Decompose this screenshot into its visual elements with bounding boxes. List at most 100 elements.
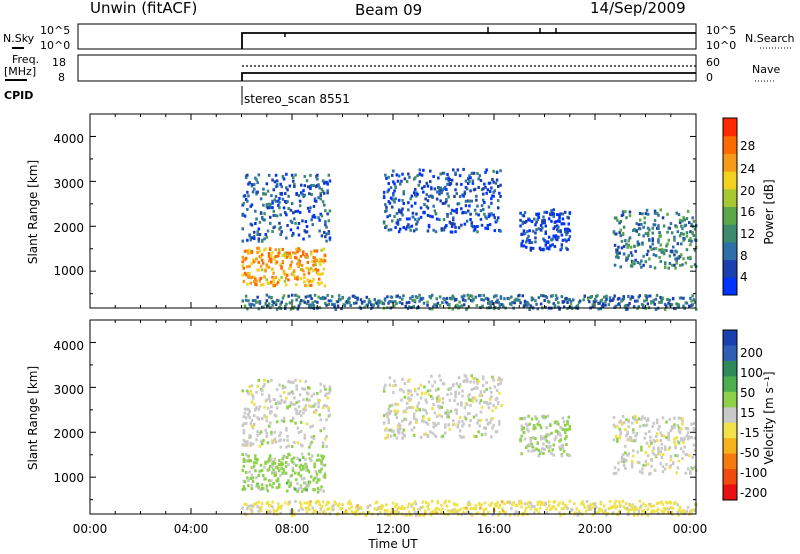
echo-cell xyxy=(429,296,433,300)
colorbar-cell xyxy=(723,259,737,278)
echo-cell xyxy=(539,435,543,439)
echo-cell xyxy=(311,259,314,263)
echo-cell xyxy=(513,301,516,305)
echo-cell xyxy=(523,416,527,420)
echo-cell xyxy=(690,435,693,439)
colorbar-cell xyxy=(723,376,737,393)
echo-cell xyxy=(500,507,504,511)
echo-cell xyxy=(409,420,412,424)
echo-cell xyxy=(295,384,298,388)
echo-cell xyxy=(518,502,521,506)
echo-cell xyxy=(659,208,662,212)
echo-cell xyxy=(482,198,485,202)
echo-cell xyxy=(690,299,693,303)
echo-cell xyxy=(300,420,303,424)
echo-cell xyxy=(503,502,506,506)
echo-cell xyxy=(333,305,336,308)
echo-cell xyxy=(460,223,463,227)
echo-cell xyxy=(279,431,282,435)
echo-cell xyxy=(256,483,259,487)
echo-cell xyxy=(257,407,261,411)
echo-cell xyxy=(326,212,329,216)
echo-cell xyxy=(309,500,312,504)
echo-cell xyxy=(657,427,660,431)
echo-cell xyxy=(412,304,415,308)
echo-cell xyxy=(250,302,254,306)
echo-cell xyxy=(652,446,656,450)
echo-cell xyxy=(542,248,545,252)
echo-cell xyxy=(675,250,678,254)
echo-cell xyxy=(295,401,298,405)
echo-cell xyxy=(653,219,657,222)
echo-cell xyxy=(622,421,626,425)
echo-cell xyxy=(241,424,244,428)
echo-cell xyxy=(476,172,479,175)
echo-cell xyxy=(463,191,467,195)
echo-cell xyxy=(465,307,468,311)
echo-cell xyxy=(692,421,696,425)
echo-cell xyxy=(301,219,304,223)
echo-cell xyxy=(453,209,456,213)
echo-cell xyxy=(558,511,561,515)
echo-cell xyxy=(468,204,471,208)
echo-cell xyxy=(566,428,569,432)
echo-cell xyxy=(275,260,279,264)
echo-cell xyxy=(279,511,282,515)
echo-cell xyxy=(529,501,533,505)
echo-cell xyxy=(298,465,302,469)
echo-cell xyxy=(373,507,376,511)
echo-cell xyxy=(664,266,667,269)
echo-cell xyxy=(445,198,448,202)
echo-cell xyxy=(592,505,596,509)
echo-cell xyxy=(634,249,637,253)
echo-cell xyxy=(461,394,464,398)
echo-cell xyxy=(657,446,660,450)
echo-cell xyxy=(694,307,698,311)
echo-cell xyxy=(451,294,454,298)
echo-cell xyxy=(325,418,328,422)
echo-cell xyxy=(646,454,650,458)
echo-cell xyxy=(673,437,676,441)
echo-cell xyxy=(288,301,292,305)
echo-cell xyxy=(312,269,315,273)
echo-cell xyxy=(427,393,431,397)
echo-cell xyxy=(384,436,387,440)
echo-cell xyxy=(260,469,264,472)
echo-cell xyxy=(535,220,538,224)
echo-cell xyxy=(464,211,468,215)
echo-cell xyxy=(255,390,258,394)
echo-cell xyxy=(553,245,557,248)
echo-cell xyxy=(674,307,677,311)
echo-cell xyxy=(294,173,297,177)
velocity-ytick-4000: 4000 xyxy=(53,339,84,353)
echo-cell xyxy=(534,231,537,235)
echo-cell xyxy=(662,434,666,438)
echo-cell xyxy=(510,303,513,307)
echo-cell xyxy=(323,472,327,476)
echo-cell xyxy=(270,410,273,414)
echo-cell xyxy=(685,301,689,305)
echo-cell xyxy=(266,489,270,493)
echo-cell xyxy=(303,406,306,410)
echo-cell xyxy=(526,427,529,431)
echo-cell xyxy=(668,466,672,470)
echo-cell xyxy=(440,191,443,195)
echo-cell xyxy=(281,175,285,179)
echo-cell xyxy=(473,187,477,191)
echo-cell xyxy=(263,275,266,279)
echo-cell xyxy=(242,429,246,432)
echo-cell xyxy=(407,392,410,396)
echo-cell xyxy=(442,171,446,175)
echo-cell xyxy=(383,509,387,513)
echo-cell xyxy=(280,230,283,234)
echo-cell xyxy=(410,204,414,208)
echo-cell xyxy=(254,176,257,180)
echo-cell xyxy=(304,481,307,485)
colorbar-cell xyxy=(723,391,737,408)
echo-cell xyxy=(464,204,468,208)
echo-cell xyxy=(676,510,679,514)
echo-cell xyxy=(248,470,251,474)
echo-cell xyxy=(265,293,269,297)
echo-cell xyxy=(308,279,312,283)
echo-cell xyxy=(487,205,491,209)
